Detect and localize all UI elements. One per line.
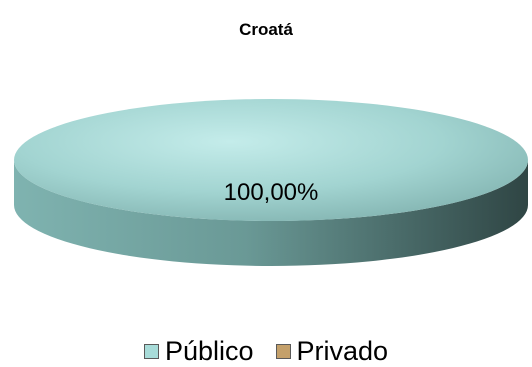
legend-label-privado: Privado [296, 336, 389, 366]
pie-slice-publico [14, 99, 528, 221]
legend-label-publico: Público [164, 336, 254, 366]
pie-slice-side-publico [14, 160, 528, 266]
legend-item-publico: Público [143, 336, 254, 367]
legend-swatch-privado [275, 344, 291, 359]
legend: Público Privado [0, 336, 532, 367]
legend-item-privado: Privado [275, 336, 389, 367]
legend-swatch-publico [143, 344, 159, 359]
data-label-publico: 100,00% [224, 179, 319, 206]
chart-title: Croatá [239, 20, 293, 39]
